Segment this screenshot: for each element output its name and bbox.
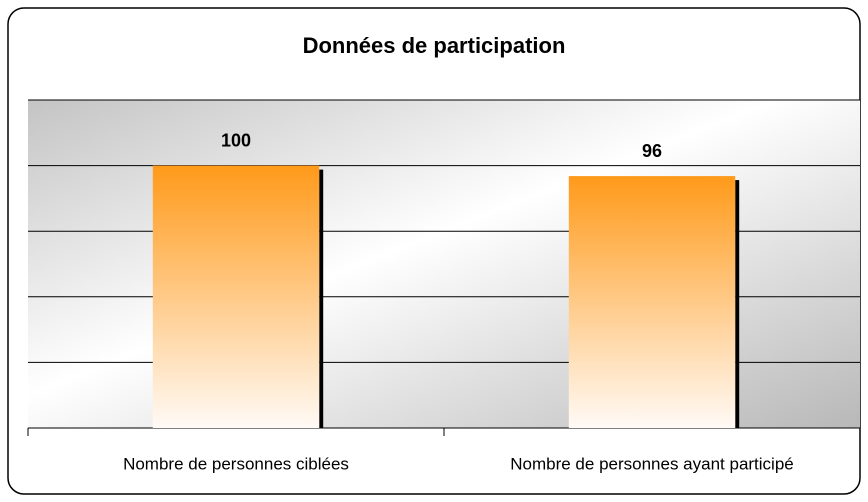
bar-shadow: [735, 180, 740, 428]
bar: [568, 176, 736, 428]
bar-shadow: [319, 169, 324, 428]
bar: [152, 165, 320, 428]
x-tick-label: Nombre de personnes ayant participé: [510, 454, 794, 473]
value-label: 96: [642, 141, 662, 161]
value-label: 100: [221, 130, 251, 150]
x-tick-label: Nombre de personnes ciblées: [123, 454, 349, 473]
chart-title: Données de participation: [303, 33, 566, 58]
